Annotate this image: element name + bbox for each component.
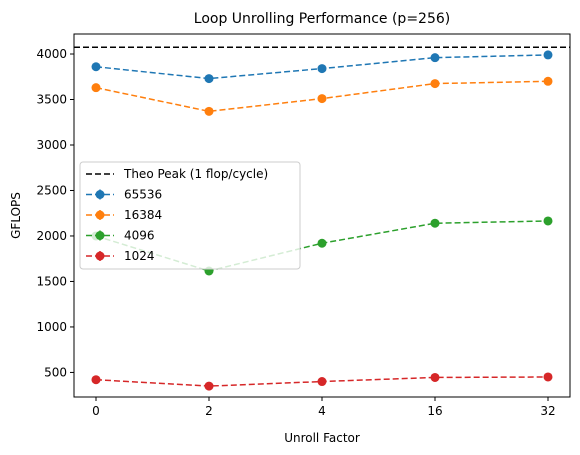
- data-point-4096-4: [317, 238, 327, 248]
- legend-label: 4096: [124, 229, 155, 243]
- chart-title: Loop Unrolling Performance (p=256): [194, 11, 450, 27]
- legend-label: 65536: [124, 188, 162, 202]
- y-tick-label: 3000: [36, 138, 67, 152]
- data-point-1024-4: [317, 377, 327, 387]
- legend-label: 1024: [124, 249, 155, 263]
- legend-box: [79, 161, 301, 270]
- data-point-4096-32: [543, 216, 553, 226]
- data-point-16384-16: [430, 79, 440, 89]
- legend: Theo Peak (1 flop/cycle) 65536 16384 4096 10…: [79, 161, 301, 270]
- data-point-65536-16: [430, 53, 440, 63]
- data-point-1024-0: [91, 375, 101, 385]
- data-point-1024-32: [543, 372, 553, 382]
- data-point-4096-16: [430, 218, 440, 228]
- y-tick-label: 4000: [36, 47, 67, 61]
- axes: 0 2 4 16 32 500 1000 1500 2000 2500 3000 3500 4000: [36, 47, 555, 418]
- y-tick-label: 1000: [36, 320, 67, 334]
- x-tick-label: 4: [318, 404, 326, 418]
- y-tick-label: 500: [44, 365, 67, 379]
- legend-label: 16384: [124, 208, 162, 222]
- x-tick-label: 32: [540, 404, 555, 418]
- data-point-65536-2: [204, 74, 214, 84]
- legend-marker: [95, 210, 105, 220]
- x-axis-title: Unroll Factor: [284, 431, 360, 445]
- x-tick-label: 0: [92, 404, 100, 418]
- y-tick-label: 3500: [36, 93, 67, 107]
- legend-label: Theo Peak (1 flop/cycle): [123, 167, 268, 181]
- data-point-16384-4: [317, 94, 327, 104]
- data-point-65536-32: [543, 50, 553, 60]
- y-tick-label: 2500: [36, 183, 67, 197]
- data-point-16384-2: [204, 106, 214, 116]
- data-point-1024-2: [204, 381, 214, 391]
- data-point-16384-0: [91, 83, 101, 93]
- y-tick-label: 2000: [36, 229, 67, 243]
- y-tick-label: 1500: [36, 274, 67, 288]
- plot-area: [74, 46, 570, 391]
- legend-marker: [95, 231, 105, 240]
- legend-marker: [95, 251, 105, 261]
- data-point-65536-4: [317, 64, 327, 74]
- y-axis-title: GFLOPS: [9, 192, 23, 239]
- legend-marker: [95, 190, 105, 199]
- data-point-16384-32: [543, 76, 553, 86]
- x-tick-label: 2: [205, 404, 213, 418]
- x-tick-label: 16: [427, 404, 442, 418]
- data-point-1024-16: [430, 372, 440, 382]
- data-point-65536-0: [91, 62, 101, 72]
